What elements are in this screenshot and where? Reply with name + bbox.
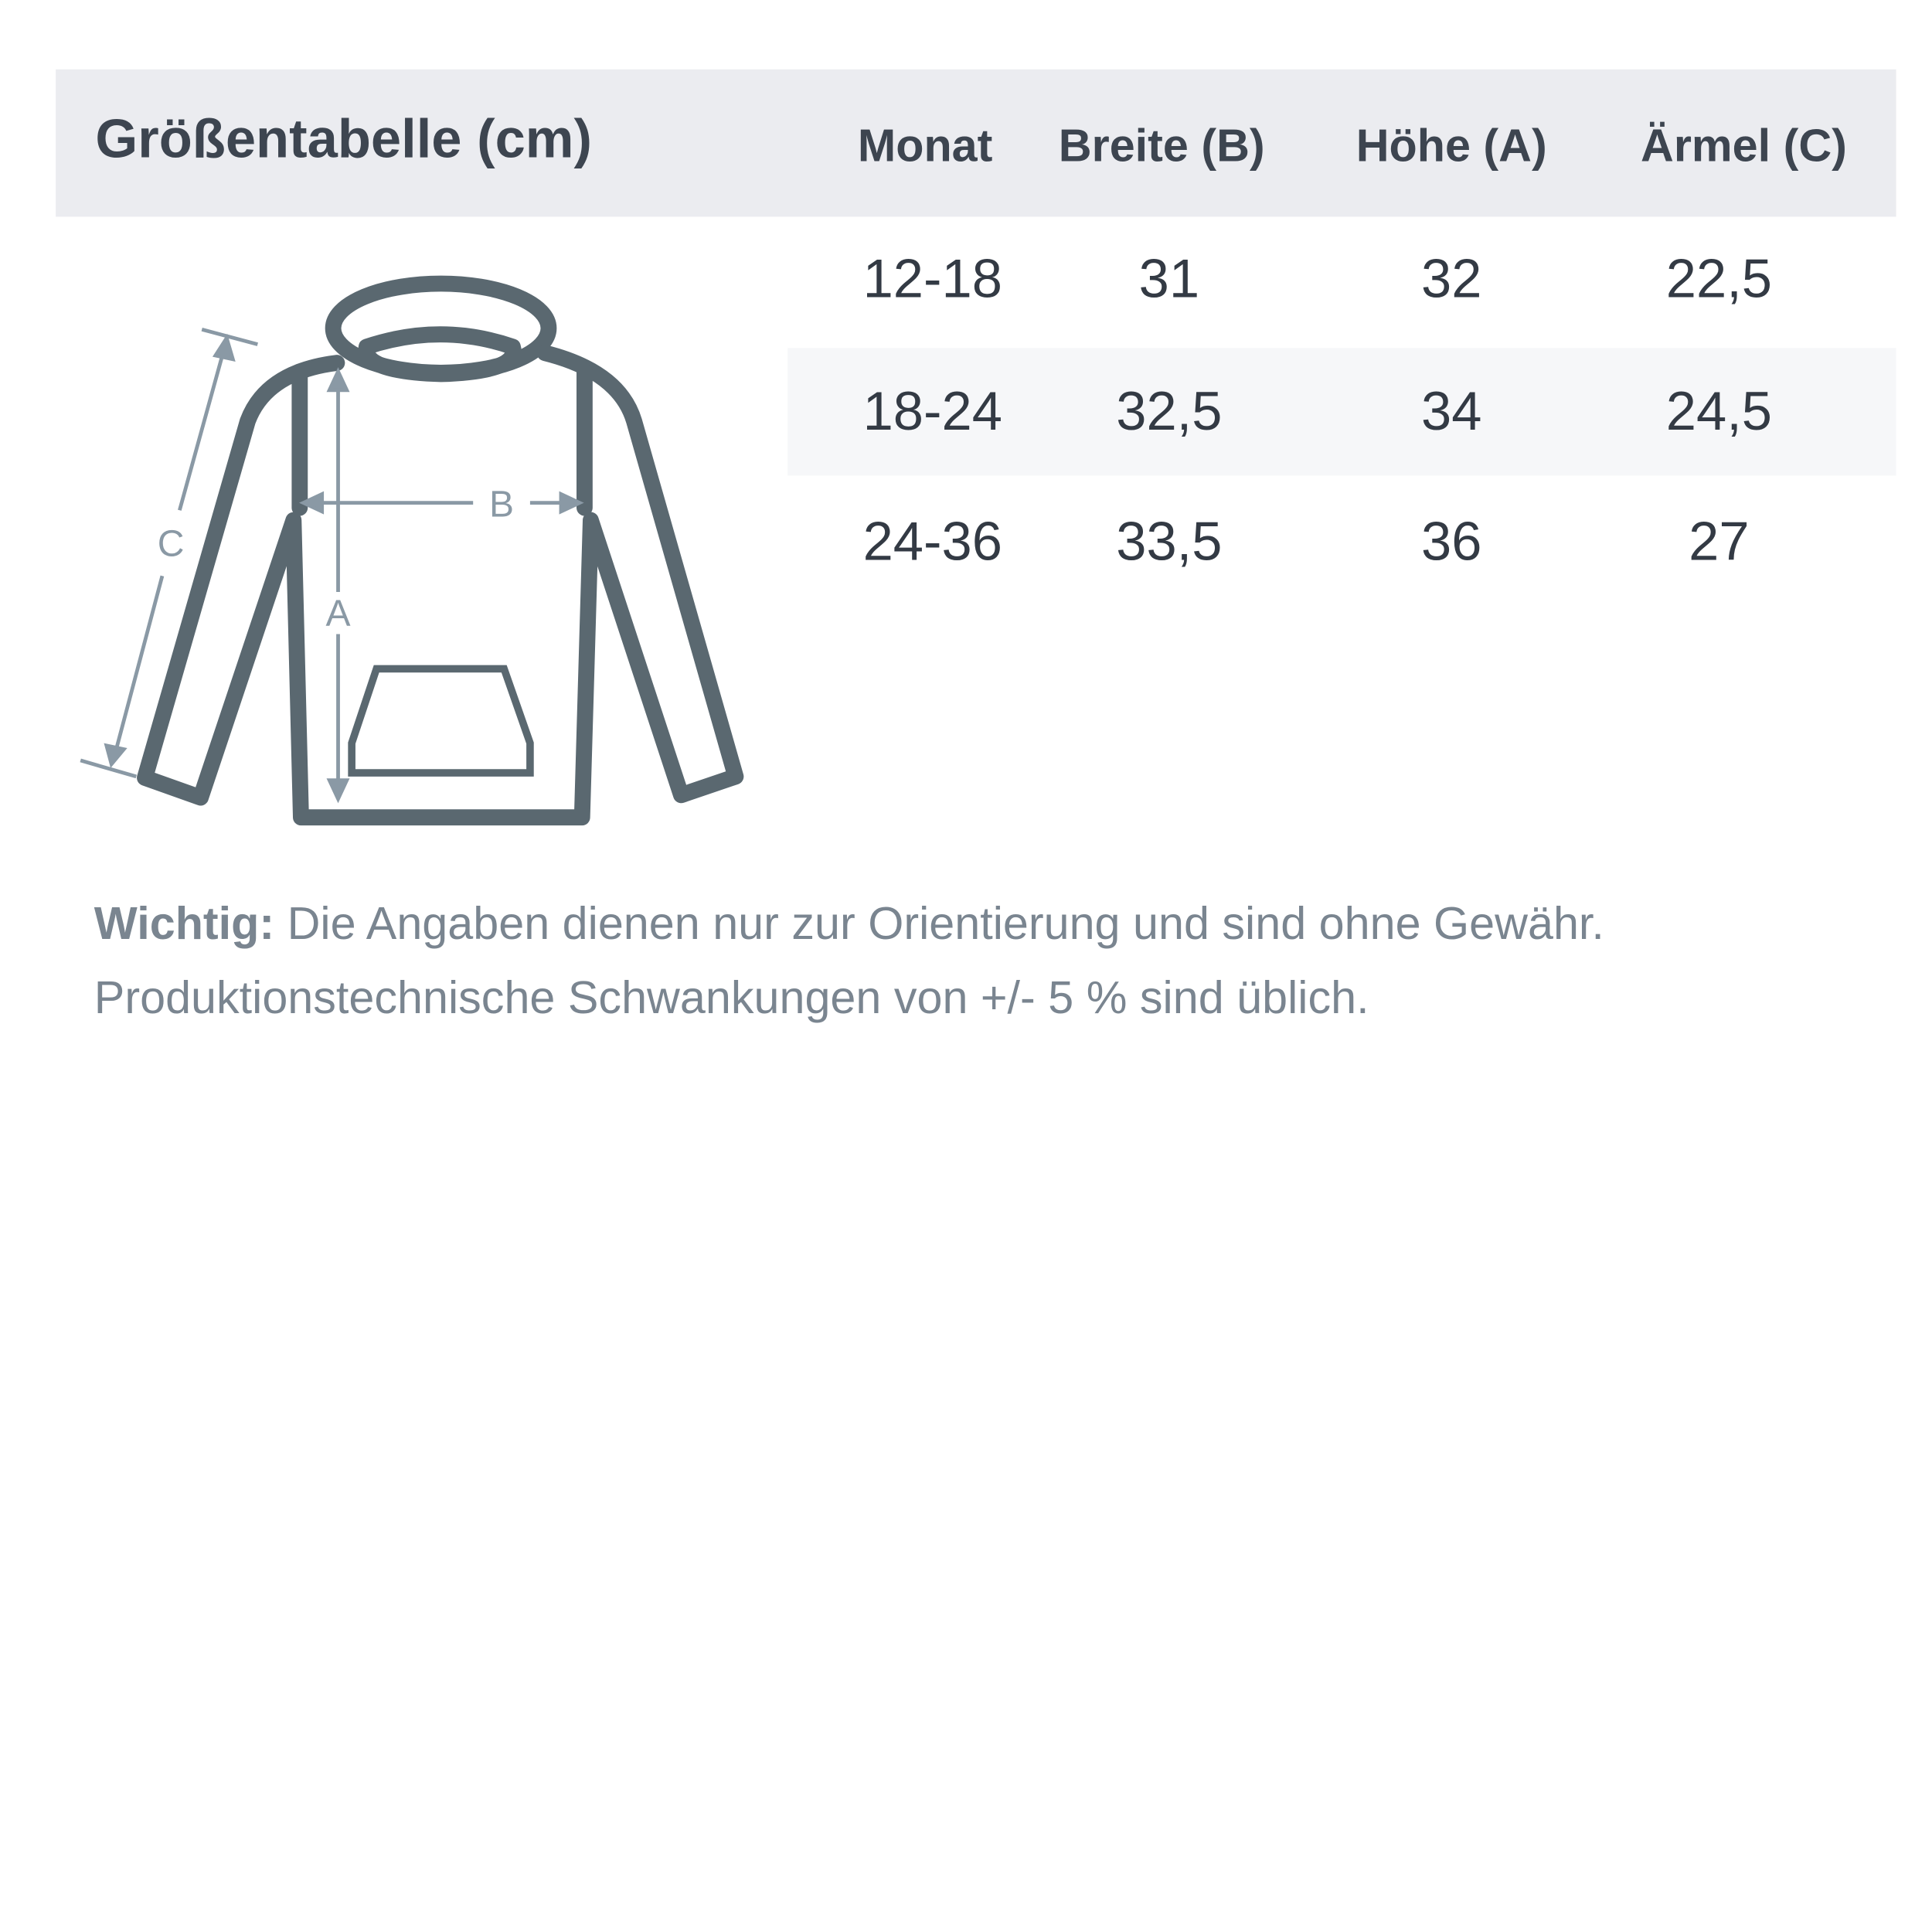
label-b: B xyxy=(489,483,514,525)
pocket-icon xyxy=(348,665,534,777)
cell-width: 32,5 xyxy=(1116,381,1223,443)
cell-sleeve: 22,5 xyxy=(1665,249,1773,310)
note-line2: Produktionstechnische Schwankungen von +… xyxy=(94,972,1369,1023)
page-title: Größentabelle (cm) xyxy=(95,109,592,170)
cell-month: 18-24 xyxy=(862,381,1002,443)
table-header-band xyxy=(56,69,1896,217)
hoodie-diagram: A B C xyxy=(80,275,744,826)
column-header-width: Breite (B) xyxy=(1058,120,1265,172)
cell-height: 32 xyxy=(1421,249,1482,310)
note-line1: Die Angaben dienen nur zur Orientierung … xyxy=(274,897,1604,949)
label-a: A xyxy=(325,592,350,634)
cell-height: 34 xyxy=(1421,381,1482,443)
cell-height: 36 xyxy=(1421,511,1482,573)
table-row-stripe xyxy=(787,348,1896,476)
hoodie-outline-icon xyxy=(137,275,744,826)
column-header-month: Monat xyxy=(857,120,993,172)
cell-month: 12-18 xyxy=(862,249,1002,310)
cell-sleeve: 24,5 xyxy=(1665,381,1773,443)
measure-lines xyxy=(80,327,584,804)
cell-month: 24-36 xyxy=(862,511,1002,573)
cell-width: 31 xyxy=(1138,249,1200,310)
column-header-height: Höhe (A) xyxy=(1355,120,1547,172)
cell-sleeve: 27 xyxy=(1689,511,1750,573)
cell-width: 33,5 xyxy=(1116,511,1223,573)
note-bold: Wichtig: xyxy=(94,897,275,949)
label-c: C xyxy=(158,523,185,565)
column-header-sleeve: Ärmel (C) xyxy=(1641,120,1847,172)
disclaimer-note: Wichtig: Die Angaben dienen nur zur Orie… xyxy=(94,886,1604,1035)
